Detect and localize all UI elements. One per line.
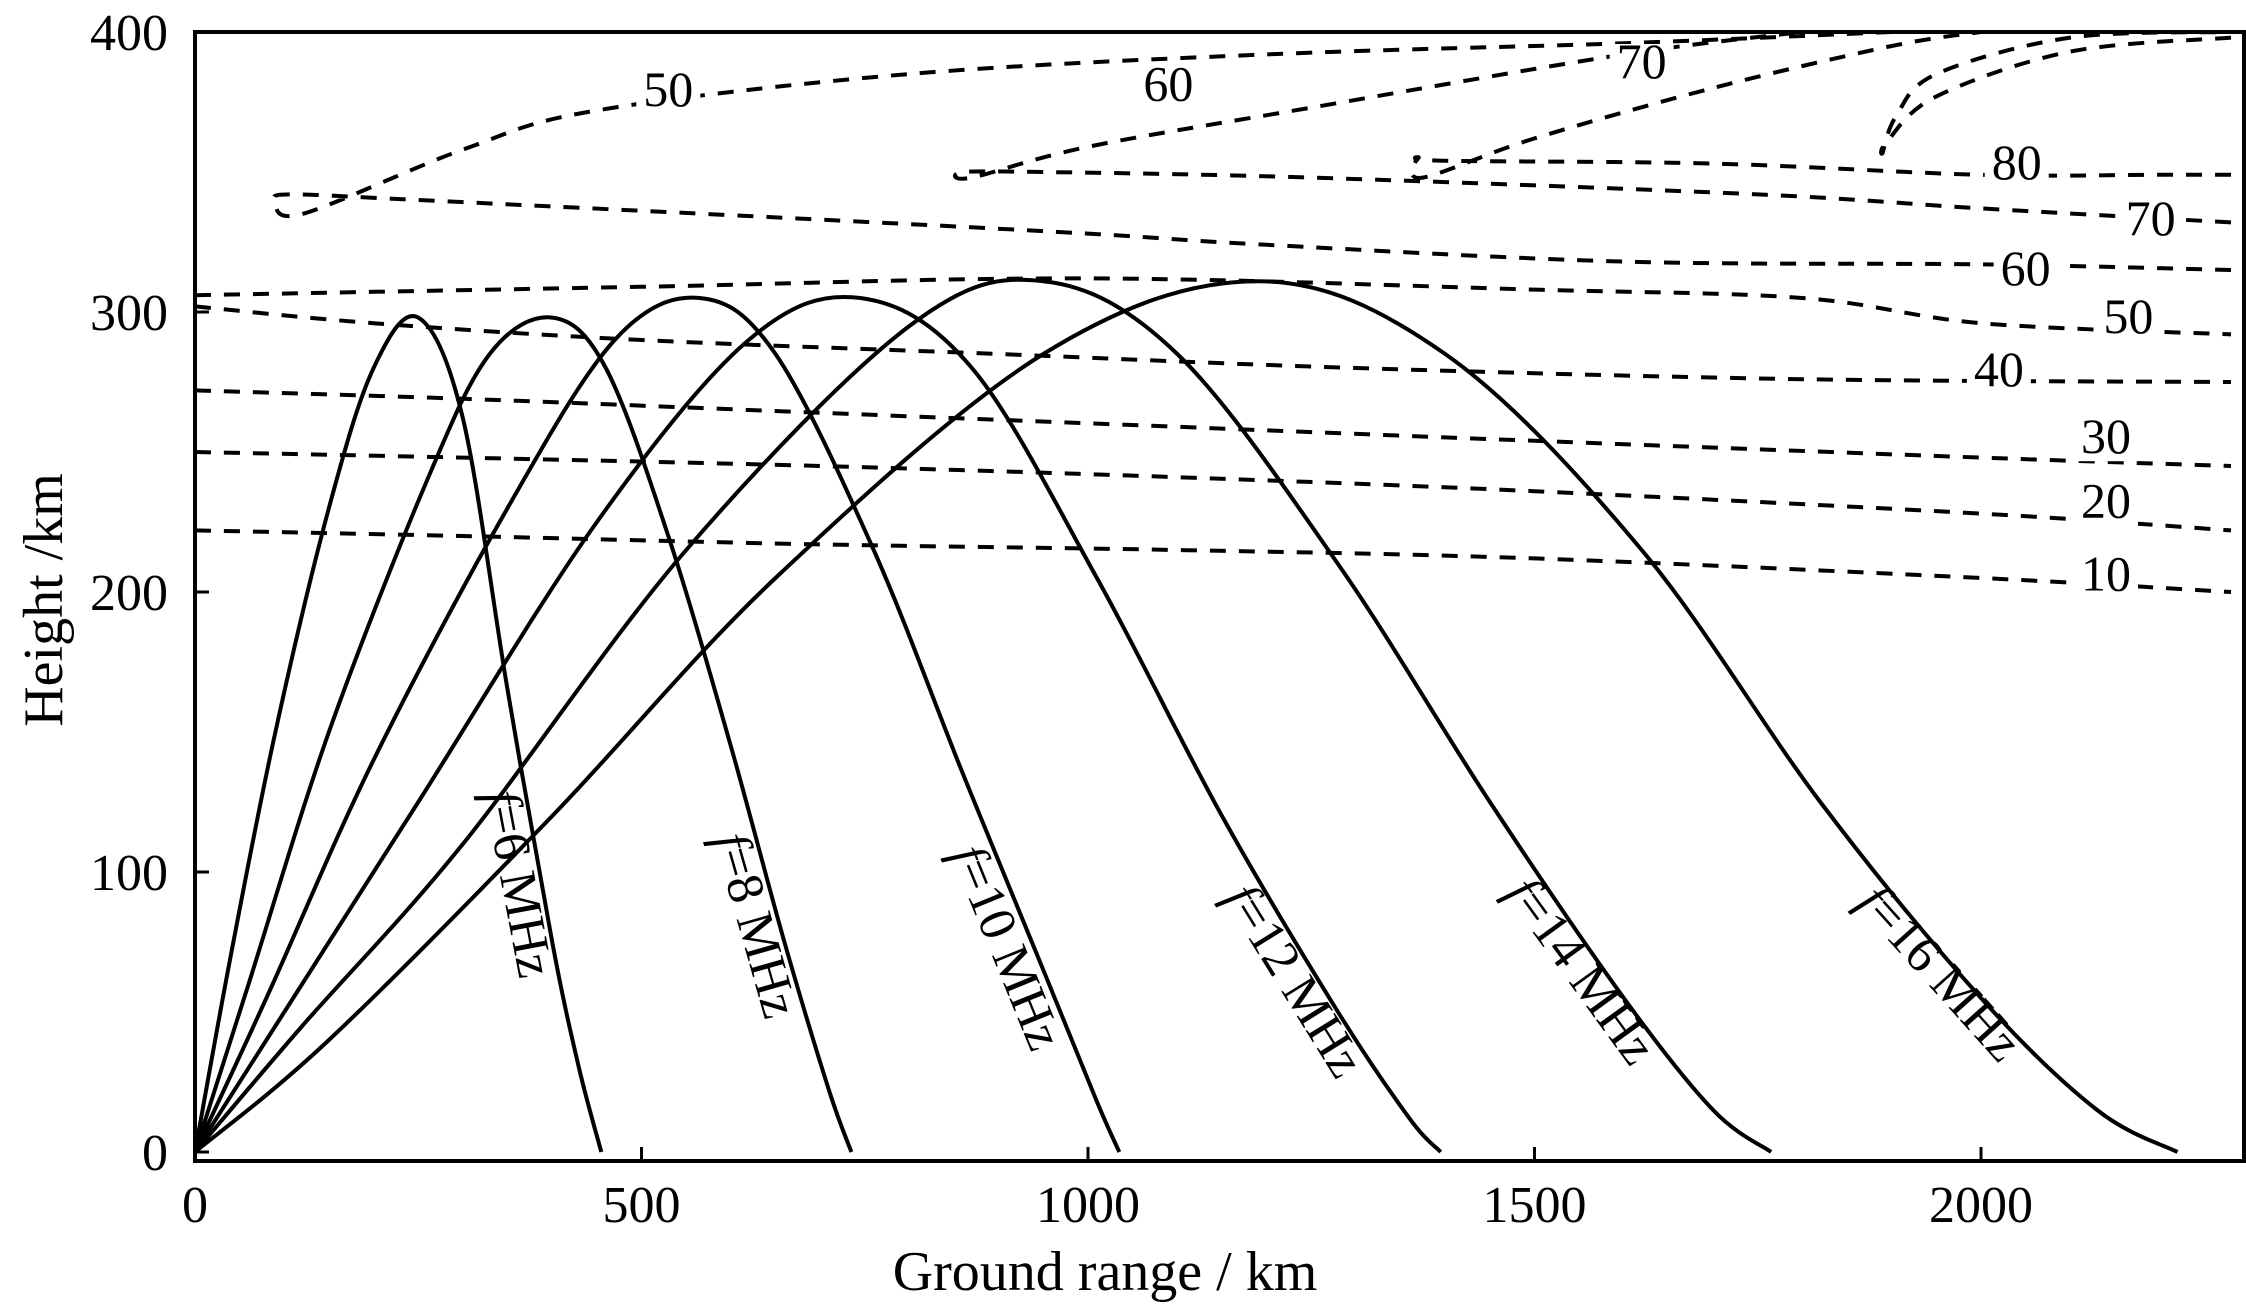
contour-label-bg	[2118, 200, 2183, 243]
contour-label-50: 50	[643, 61, 693, 117]
contour-label-60: 60	[2001, 240, 2051, 296]
ray-path-5	[193, 277, 1773, 1154]
y-tick-label-300: 300	[90, 285, 168, 342]
contour-label-bg	[2096, 298, 2161, 341]
x-tick-label-1000: 1000	[1036, 1177, 1140, 1234]
contour-label-60: 60	[1143, 55, 1193, 111]
contour-label-bg	[1984, 144, 2049, 187]
x-axis: 0 500 1000 1500 2000	[182, 1147, 2033, 1234]
contour-labels: 50 60 70 80 70 60 50 40 30 20 10	[636, 33, 2183, 601]
contour-label-bg	[1136, 66, 1201, 109]
ray-path-4	[193, 294, 1443, 1154]
ray-path-2	[193, 315, 854, 1153]
contour-label-bg	[2074, 419, 2139, 462]
contour-line-50-4	[194, 276, 2232, 337]
contour-label-20: 20	[2081, 473, 2131, 529]
contour-label-bg	[2074, 483, 2139, 526]
contour-label-80: 80	[1992, 134, 2042, 190]
y-tick-label-400: 400	[90, 5, 168, 62]
y-tick-label-0: 0	[142, 1125, 168, 1182]
ray-label-2: f=8 MHz	[702, 826, 809, 1024]
y-tick-label-200: 200	[90, 565, 168, 622]
y-axis: 0 100 200 300 400	[90, 5, 209, 1182]
y-tick-label-100: 100	[90, 845, 168, 902]
x-tick-label-0: 0	[182, 1177, 208, 1234]
contour-label-30: 30	[2081, 408, 2131, 464]
contour-label-bg	[1609, 44, 1674, 86]
contour-label-10: 10	[2081, 545, 2131, 601]
contour-label-70: 70	[1617, 33, 1667, 89]
ray-path-6	[193, 279, 2179, 1154]
contour-label-bg	[2074, 556, 2139, 599]
contour-line-80-7	[1409, 30, 2231, 180]
ray-path-1	[193, 314, 604, 1153]
plot-frame	[193, 30, 2246, 1163]
contour-label-40: 40	[1974, 341, 2024, 397]
x-axis-title: Ground range / km	[893, 1241, 1318, 1303]
contour-group	[194, 30, 2232, 594]
x-tick-label-500: 500	[603, 1177, 681, 1234]
ray-label-4: f=12 MHz	[1213, 874, 1375, 1087]
contour-line-60-5	[272, 30, 2232, 272]
ray-labels: f=6 MHz f=8 MHz f=10 MHz f=12 MHz f=14 MHz f=…	[473, 785, 2033, 1087]
contour-line-40-3	[194, 304, 2232, 384]
contour-label-bg	[636, 72, 701, 114]
ray-group	[193, 277, 2179, 1154]
ray-path-3	[193, 295, 1122, 1153]
contour-label-bg	[1966, 352, 2031, 394]
y-axis-title: Height /km	[13, 473, 75, 727]
ray-label-6: f=16 MHz	[1846, 874, 2032, 1073]
contour-label-50: 50	[2103, 288, 2153, 344]
contour-label-70: 70	[2126, 190, 2176, 246]
contour-label-bg	[1993, 251, 2058, 294]
contour-line-70-6	[953, 30, 2232, 225]
contour-line-10-0	[194, 528, 2232, 594]
contour-line-outer-8	[1879, 30, 2232, 156]
x-tick-label-2000: 2000	[1929, 1177, 2033, 1234]
contour-line-30-2	[194, 388, 2232, 468]
x-tick-label-1500: 1500	[1483, 1177, 1587, 1234]
ray-label-3: f=10 MHz	[939, 837, 1073, 1058]
ray-label-5: f=14 MHz	[1495, 867, 1668, 1075]
